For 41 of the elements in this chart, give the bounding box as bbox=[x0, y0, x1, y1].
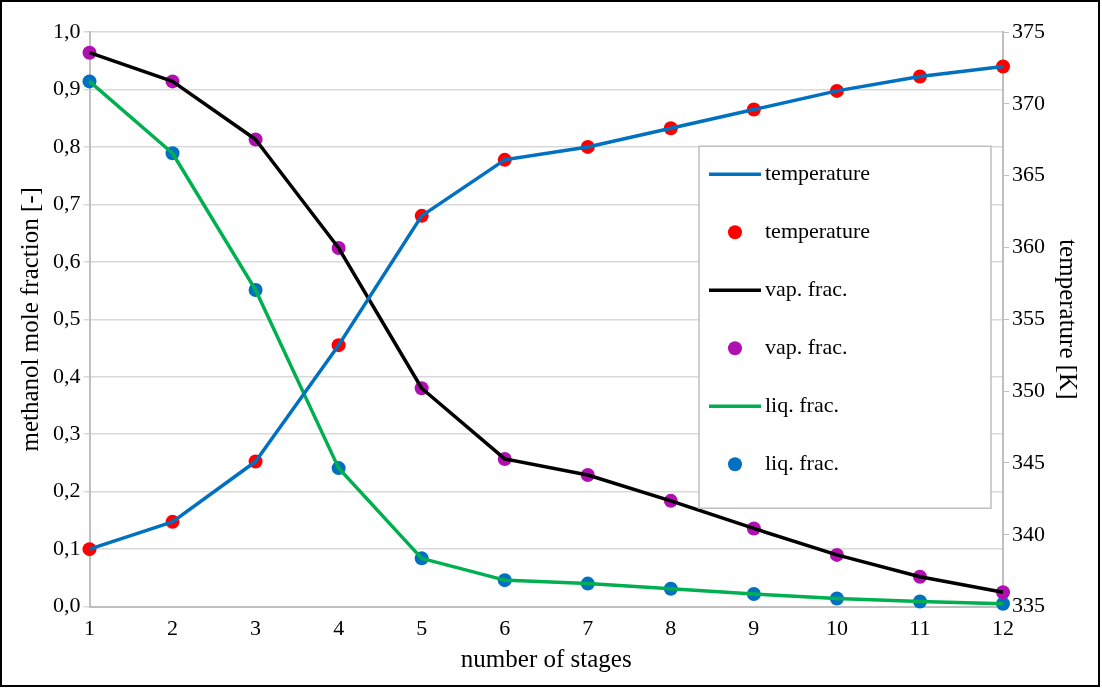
y2-tick-label: 370 bbox=[1012, 89, 1045, 115]
y-axis-title: methanol mole fraction [-] bbox=[15, 187, 43, 452]
legend-label: liq. frac. bbox=[765, 392, 839, 418]
x-tick-label: 11 bbox=[909, 614, 931, 640]
y2-axis-title: temperature [K] bbox=[1055, 239, 1083, 400]
y-tick-label: 0,1 bbox=[53, 534, 81, 560]
y2-tick-label: 335 bbox=[1012, 592, 1045, 618]
y2-tick-label: 375 bbox=[1012, 17, 1045, 43]
x-tick-label: 9 bbox=[748, 614, 760, 640]
y-tick-label: 0,2 bbox=[53, 477, 81, 503]
y-tick-label: 0,4 bbox=[53, 362, 81, 388]
x-tick-label: 5 bbox=[416, 614, 428, 640]
x-tick-label: 1 bbox=[84, 614, 95, 640]
legend-label: vap. frac. bbox=[765, 276, 848, 302]
x-tick-label: 2 bbox=[167, 614, 179, 640]
y-tick-label: 0,6 bbox=[53, 247, 81, 273]
y2-tick-label: 345 bbox=[1012, 448, 1045, 474]
y2-tick-label: 350 bbox=[1012, 376, 1045, 402]
legend-label: vap. frac. bbox=[765, 334, 848, 360]
x-tick-label: 12 bbox=[992, 614, 1014, 640]
y2-tick-label: 365 bbox=[1012, 161, 1045, 187]
y-tick-label: 0,7 bbox=[53, 190, 81, 216]
x-tick-label: 8 bbox=[665, 614, 677, 640]
legend-label: liq. frac. bbox=[765, 450, 839, 476]
y-tick-label: 0,0 bbox=[53, 592, 81, 618]
x-tick-label: 10 bbox=[825, 614, 848, 640]
y-tick-label: 1,0 bbox=[53, 17, 81, 43]
x-axis-title: number of stages bbox=[460, 644, 632, 672]
legend-label: temperature bbox=[765, 160, 871, 186]
y2-tick-label: 340 bbox=[1012, 520, 1045, 546]
y-tick-label: 0,3 bbox=[53, 420, 81, 445]
y2-tick-label: 360 bbox=[1012, 233, 1045, 259]
x-tick-label: 7 bbox=[582, 614, 594, 640]
legend-label: temperature bbox=[765, 218, 871, 244]
x-tick-label: 3 bbox=[250, 614, 262, 640]
y-tick-label: 0,5 bbox=[53, 305, 81, 331]
y2-tick-label: 355 bbox=[1012, 305, 1045, 331]
x-tick-label: 6 bbox=[499, 614, 511, 640]
x-tick-label: 4 bbox=[333, 614, 345, 640]
y-tick-label: 0,8 bbox=[53, 132, 81, 158]
y-tick-label: 0,9 bbox=[53, 75, 81, 101]
